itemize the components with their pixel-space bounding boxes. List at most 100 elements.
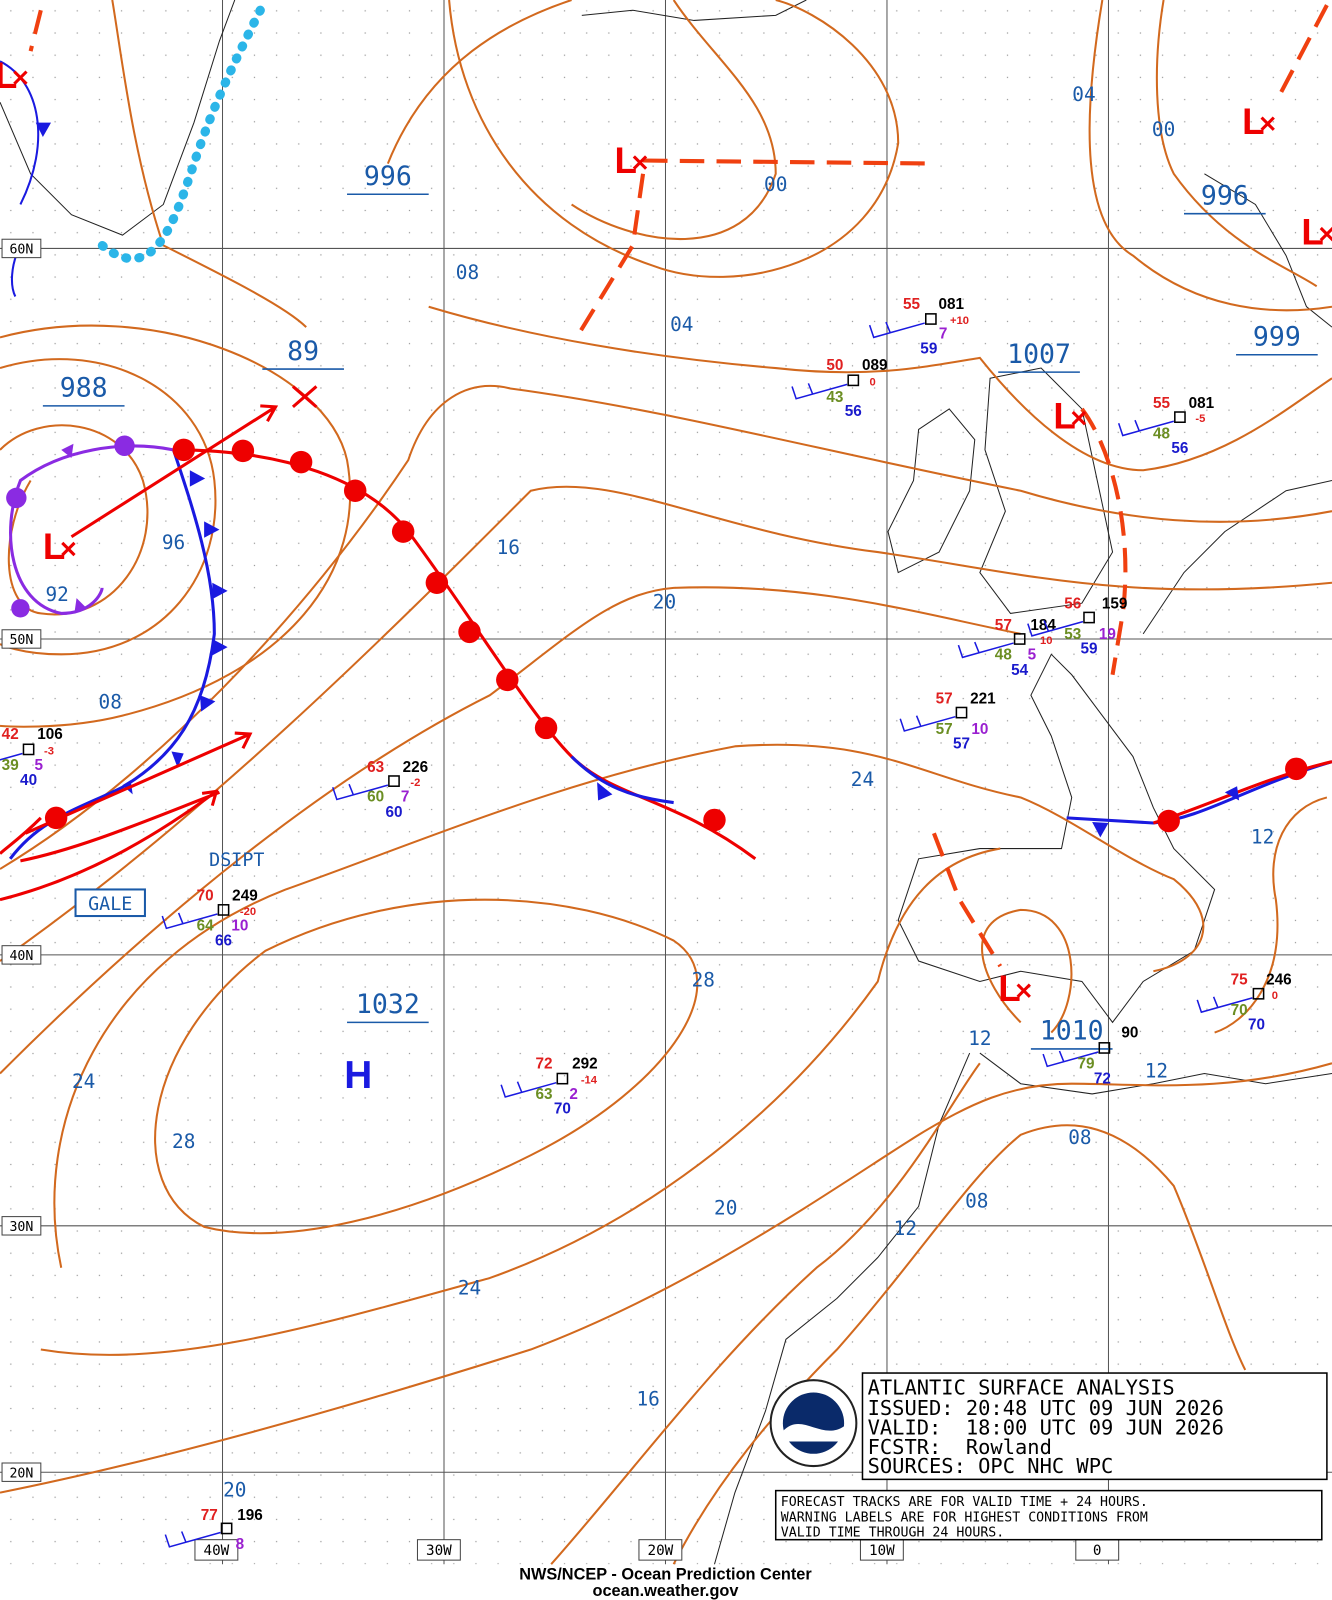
station-value: 77 <box>201 1507 218 1524</box>
warning-label: DSIPT <box>209 850 264 871</box>
troughs <box>28 4 1329 968</box>
station-value: 39 <box>2 757 19 774</box>
pressure-label: 988 <box>60 373 108 404</box>
station-value: 79 <box>1077 1055 1094 1072</box>
isobar-label: 12 <box>968 1027 991 1050</box>
station-value: 70 <box>554 1100 571 1117</box>
station-value: 106 <box>37 726 63 743</box>
pressure-label: 999 <box>1253 322 1301 353</box>
low-symbol: L <box>43 526 65 567</box>
station-value: 2 <box>569 1086 578 1103</box>
station-value: 0 <box>1272 990 1278 1002</box>
station-value: 57 <box>936 690 953 707</box>
wind-barb <box>164 1531 221 1548</box>
station-marker <box>847 374 860 387</box>
station-value: 184 <box>1030 617 1056 634</box>
station-value: -2 <box>410 777 420 789</box>
station-marker <box>556 1072 569 1085</box>
lon-label: 0 <box>1093 1543 1102 1559</box>
isobar-label: 24 <box>458 1276 481 1299</box>
station-value: 19 <box>1099 626 1116 643</box>
station-value: 10 <box>971 721 988 738</box>
station-value: 59 <box>1081 640 1098 657</box>
station-value: 42 <box>2 726 19 743</box>
low-symbol: L <box>614 140 636 181</box>
info-valid: VALID: 18:00 UTC 09 JUN 2026 <box>868 1415 1224 1439</box>
isobars <box>0 0 1332 1565</box>
station-value: -5 <box>1195 413 1205 425</box>
lon-label-box <box>416 1539 461 1561</box>
station-marker <box>955 706 968 719</box>
footer-org: NWS/NCEP - Ocean Prediction Center <box>519 1566 812 1584</box>
station-value: 7 <box>401 789 410 806</box>
warm-front-symbols <box>44 438 1308 833</box>
lat-label-box <box>1 238 42 259</box>
station-value: 54 <box>1011 662 1029 679</box>
station-value: -3 <box>44 745 54 757</box>
station-marker <box>1013 633 1026 645</box>
station-value: 70 <box>197 888 214 905</box>
station-value: 72 <box>536 1055 553 1072</box>
low-x <box>61 541 76 557</box>
wind-barb <box>957 641 1014 659</box>
isobar-label: 28 <box>692 969 715 992</box>
station-value: 63 <box>536 1086 553 1103</box>
lat-label: 40N <box>9 949 33 964</box>
wind-barb <box>332 783 389 801</box>
station-value: 48 <box>995 646 1013 663</box>
low-symbol: L <box>1053 395 1075 436</box>
wind-barb <box>0 752 23 761</box>
station-value: 64 <box>197 917 215 934</box>
lat-label: 50N <box>9 633 33 648</box>
lon-label: 20W <box>647 1543 673 1559</box>
station-marker <box>1083 611 1095 624</box>
station-value: 56 <box>1171 440 1188 457</box>
note-line: FORECAST TRACKS ARE FOR VALID TIME + 24 … <box>781 1495 1148 1510</box>
isobar-label: 04 <box>1072 83 1095 106</box>
warning-label: GALE <box>88 894 132 915</box>
forecast-tracks <box>0 385 318 902</box>
isobar-label: 24 <box>72 1070 95 1093</box>
station-value: +10 <box>950 315 969 327</box>
station-value: 292 <box>572 1055 598 1072</box>
station-value: 089 <box>862 357 888 374</box>
isobar-label: 92 <box>45 583 68 606</box>
station-marker <box>220 1522 233 1535</box>
station-marker <box>388 775 400 787</box>
station-value: 10 <box>1040 635 1052 647</box>
isobar-label: 08 <box>99 690 122 713</box>
station-value: 60 <box>385 804 402 821</box>
lat-label: 20N <box>9 1466 33 1481</box>
station-value: 63 <box>367 759 384 776</box>
noaa-logo <box>769 1379 858 1468</box>
isobar-label: 28 <box>172 1130 195 1153</box>
isobar-label: 20 <box>714 1197 737 1220</box>
pressure-label: 1032 <box>356 989 420 1020</box>
station-value: 60 <box>367 789 384 806</box>
pressure-label: 996 <box>1201 180 1249 211</box>
lat-label-box <box>1 945 42 965</box>
graticule <box>0 0 1332 1565</box>
low-x <box>1260 116 1275 131</box>
station-value: 40 <box>20 772 37 789</box>
lat-label-box <box>1 1462 42 1482</box>
station-marker <box>1098 1042 1111 1054</box>
station-value: 72 <box>1094 1071 1111 1088</box>
lon-label: 30W <box>426 1543 452 1559</box>
wind-barb <box>868 321 925 339</box>
station-value: -14 <box>581 1075 598 1087</box>
station-value: 50 <box>826 357 843 374</box>
station-value: 66 <box>215 933 232 950</box>
station-marker <box>925 313 937 325</box>
wind-barb <box>791 383 848 400</box>
station-value: 159 <box>1102 595 1128 612</box>
station-value: 56 <box>845 403 862 420</box>
station-value: 43 <box>826 389 843 406</box>
station-value: -20 <box>240 906 256 918</box>
station-value: 55 <box>903 296 921 313</box>
station-value: 90 <box>1121 1025 1138 1042</box>
station-value: 53 <box>1064 626 1081 643</box>
isobar-label: 08 <box>1068 1126 1091 1149</box>
